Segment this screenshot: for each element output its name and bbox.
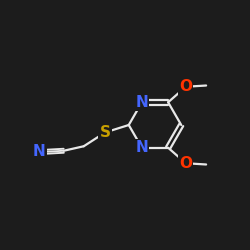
Text: O: O	[179, 79, 192, 94]
Text: N: N	[33, 144, 46, 160]
Text: S: S	[100, 125, 110, 140]
Text: N: N	[136, 140, 148, 155]
Text: N: N	[136, 95, 148, 110]
Text: O: O	[179, 156, 192, 171]
